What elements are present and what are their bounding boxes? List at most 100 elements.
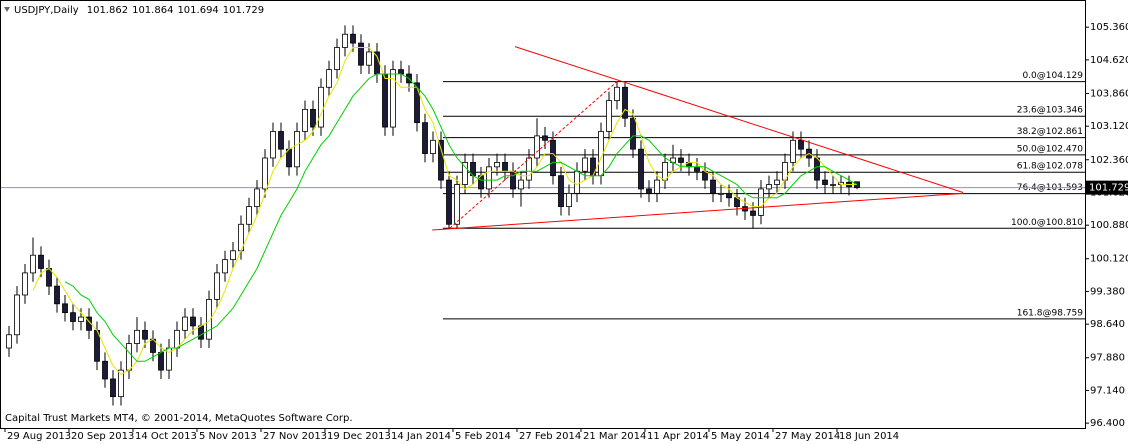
y-tick-label: 97.880 (1090, 353, 1125, 364)
candle-body (606, 100, 612, 132)
y-tick-label: 96.400 (1090, 418, 1125, 429)
candle-body (814, 157, 820, 181)
y-tick-label: 99.380 (1090, 286, 1125, 297)
fib-label: 23.6@103.346 (1017, 106, 1084, 116)
y-tick-label: 98.640 (1090, 319, 1125, 330)
x-tick-label: 14 Jan 2014 (391, 431, 451, 442)
candle-body (254, 188, 260, 208)
candle-body (118, 369, 124, 398)
candle-body (342, 33, 348, 48)
fib-label: 100.0@100.810 (1011, 218, 1083, 228)
candle-body (22, 272, 28, 296)
plot-frame (0, 0, 1086, 429)
x-tick-label: 29 Aug 2013 (7, 431, 71, 442)
moving-average (64, 73, 858, 362)
ohlc-open: 101.862 (87, 5, 128, 16)
candle-body (486, 166, 492, 190)
x-tick-label: 19 Dec 2013 (327, 431, 391, 442)
y-tick-label: 97.140 (1090, 385, 1125, 396)
candle-body (38, 254, 44, 269)
candle-body (230, 250, 236, 261)
candle-body (462, 162, 468, 185)
candle-body (830, 184, 836, 186)
candle-body (206, 299, 212, 340)
candle-body (366, 51, 372, 66)
fib-label: 161.8@98.759 (1017, 308, 1084, 318)
footer: Capital Trust Markets MT4, © 2001-2014, … (5, 413, 353, 424)
x-tick-label: 27 May 2014 (775, 431, 840, 442)
trendline (514, 46, 964, 193)
candle-body (766, 184, 772, 190)
candle-body (790, 139, 796, 163)
candle-body (326, 69, 332, 88)
candle-body (70, 312, 76, 322)
candle-body (62, 303, 68, 314)
candle-body (126, 343, 132, 371)
candle-body (6, 334, 12, 349)
candle-body (654, 179, 660, 194)
candle-body (302, 108, 308, 132)
candle-body (774, 179, 780, 185)
candle-body (638, 148, 644, 190)
fib-label: 61.8@102.078 (1017, 162, 1084, 172)
candle-body (222, 259, 228, 274)
symbol-icon (4, 7, 10, 12)
candle-body (358, 42, 364, 66)
candle-body (398, 69, 404, 75)
x-tick-label: 14 Oct 2013 (135, 431, 197, 442)
x-tick-label: 27 Nov 2013 (263, 431, 327, 442)
y-tick-label: 102.360 (1090, 155, 1128, 166)
candle-body (582, 157, 588, 172)
candle-body (438, 139, 444, 181)
candle-body (182, 316, 188, 331)
y-tick-label: 105.360 (1090, 22, 1128, 33)
candle-body (414, 82, 420, 124)
candle-body (110, 378, 116, 398)
candle-body (542, 135, 548, 141)
candle-body (574, 170, 580, 194)
price-box (1086, 180, 1128, 195)
candle-body (526, 157, 532, 181)
x-tick-label: 5 May 2014 (711, 431, 770, 442)
fib-label: 50.0@102.470 (1017, 144, 1084, 154)
candle-body (278, 131, 284, 150)
ohlc-close: 101.729 (223, 5, 264, 16)
candle-body (694, 166, 700, 172)
candle-body (550, 139, 556, 177)
candle-body (622, 86, 628, 119)
candle-body (158, 352, 164, 371)
candle-body (718, 192, 724, 195)
ohlc-high: 101.864 (132, 5, 173, 16)
candle-body (446, 179, 452, 225)
candle-body (614, 86, 620, 101)
chart-title: USDJPY,Daily 101.862 101.864 101.694 101.729 (14, 5, 264, 16)
x-tick-label: 20 Sep 2013 (71, 431, 134, 442)
candle-body (534, 135, 540, 159)
candle-body (142, 329, 148, 340)
fib-label: 38.2@102.861 (1017, 127, 1083, 137)
price-box-label: 101.729 (1089, 183, 1128, 194)
x-tick-label: 18 Jun 2014 (839, 431, 899, 442)
candle-body (494, 162, 500, 168)
candle-body (198, 325, 204, 340)
x-tick-label: 5 Nov 2013 (199, 431, 257, 442)
x-tick-label: 21 Mar 2014 (583, 431, 646, 442)
candle-body (518, 179, 524, 190)
candle-body (566, 192, 572, 208)
candle-body (798, 139, 804, 150)
candle-body (30, 254, 36, 274)
trendline (449, 81, 618, 229)
candle-body (14, 294, 20, 336)
x-tick-label: 11 Apr 2014 (647, 431, 709, 442)
candle-body (390, 69, 396, 128)
candle-body (350, 33, 356, 44)
candle-body (454, 184, 460, 225)
fib-label: 76.4@101.593 (1017, 183, 1083, 193)
candle-body (246, 206, 252, 225)
candle-body (190, 316, 196, 327)
plot-area: 0.0@104.129 23.6@103.346 38.2@102.861 50.0@… (0, 25, 1085, 406)
candle-body (558, 175, 564, 208)
candle-body (54, 285, 60, 305)
candle-body (102, 360, 108, 380)
